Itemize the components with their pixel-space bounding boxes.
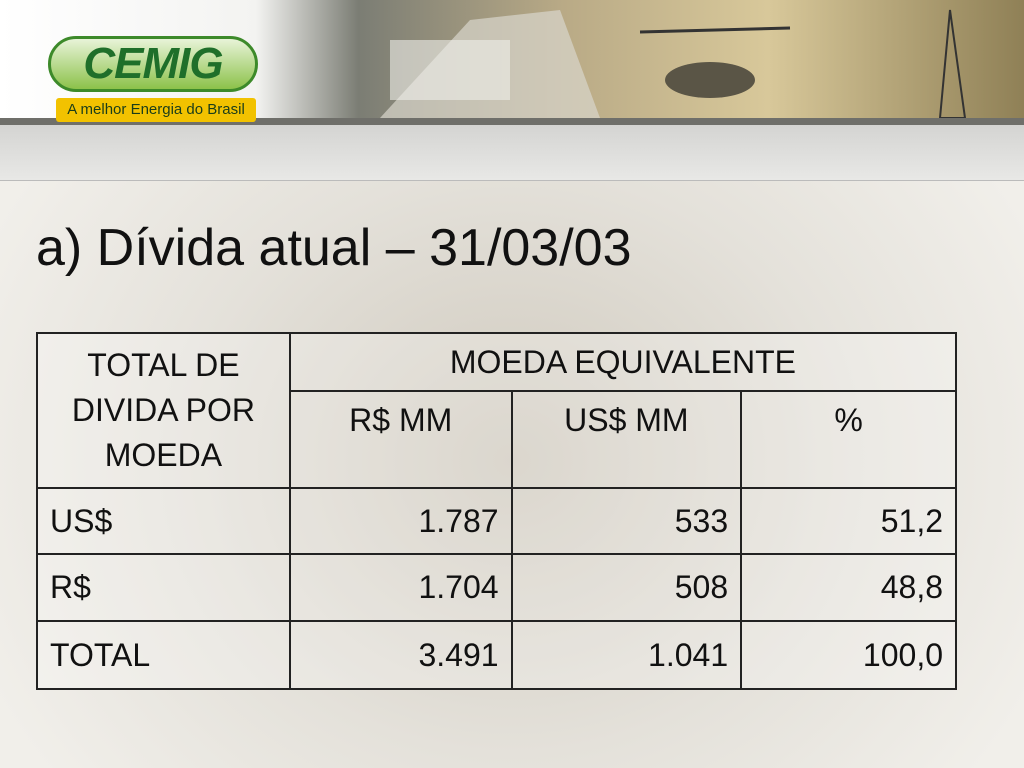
tagline: A melhor Energia do Brasil [56, 98, 256, 122]
cell: 3.491 [288, 620, 513, 690]
banner-border [0, 118, 1024, 125]
cell: 1.704 [288, 553, 513, 622]
table-row: TOTAL 3.491 1.041 100,0 [36, 620, 957, 690]
group-header: MOEDA EQUIVALENTE [288, 332, 958, 392]
row-label: US$ [36, 487, 291, 555]
cell: 51,2 [740, 487, 957, 555]
cell: 100,0 [740, 620, 957, 690]
column-header: R$ MM [288, 390, 513, 489]
row-label: TOTAL [36, 620, 291, 690]
table-row: R$ 1.704 508 48,8 [36, 553, 957, 622]
corner-header: TOTAL DE DIVIDA POR MOEDA [36, 332, 291, 489]
cell: 1.041 [510, 620, 743, 690]
table-row: US$ 1.787 533 51,2 [36, 487, 957, 555]
debt-table: TOTAL DE DIVIDA POR MOEDA MOEDA EQUIVALE… [36, 332, 958, 690]
column-header: US$ MM [510, 390, 743, 489]
header-band [0, 125, 1024, 181]
logo: CEMIG [48, 36, 258, 92]
cell: 533 [510, 487, 743, 555]
column-header: % [740, 390, 957, 489]
row-label: R$ [36, 553, 291, 622]
cell: 48,8 [740, 553, 957, 622]
banner-art [380, 9, 967, 118]
cell: 508 [510, 553, 743, 622]
cell: 1.787 [288, 487, 513, 555]
slide-title: a) Dívida atual – 31/03/03 [36, 219, 632, 277]
